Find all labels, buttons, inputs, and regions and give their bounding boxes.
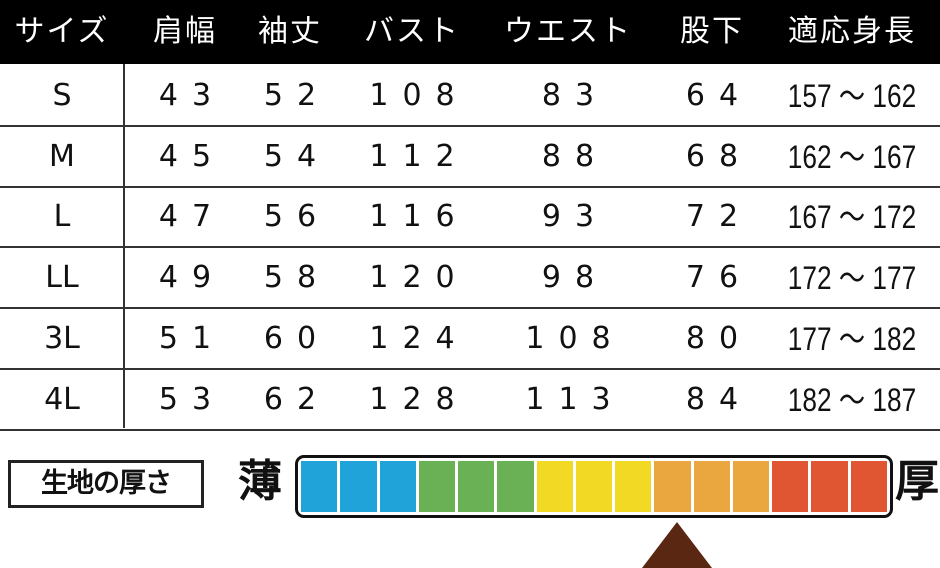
table-cell: 49: [158, 260, 226, 296]
table-cell: 162 ～ 167: [787, 138, 917, 175]
table-cell: 4L: [44, 381, 80, 417]
table-cell: 62: [263, 381, 331, 417]
thick-label: 厚: [895, 456, 939, 507]
thickness-segment: [575, 461, 613, 512]
header-cell: 袖丈: [258, 14, 322, 49]
header-cell: ウエスト: [504, 14, 632, 49]
table-cell: 93: [541, 199, 609, 235]
table-cell: 112: [369, 138, 469, 174]
table-cell: 58: [263, 260, 331, 296]
table-cell: S: [52, 78, 72, 113]
table-cell: 54: [263, 138, 331, 174]
column-divider: [123, 64, 125, 428]
header-cell: 適応身長: [788, 14, 916, 49]
table-cell: 51: [158, 320, 226, 356]
thickness-segment: [458, 461, 495, 512]
thickness-segment: [732, 461, 770, 512]
table-cell: 53: [158, 381, 226, 417]
table-cell: 80: [685, 320, 753, 356]
thickness-segment: [772, 461, 809, 512]
table-cell: 116: [369, 199, 469, 235]
table-cell: 108: [369, 78, 469, 113]
table-cell: 172 ～ 177: [787, 260, 917, 297]
table-row: M 45 54 112 88 68 162 ～ 167: [0, 125, 940, 188]
table-cell: 98: [541, 260, 609, 296]
table-cell: M: [49, 138, 75, 174]
thickness-segment: [615, 461, 652, 512]
thickness-segment: [418, 461, 456, 512]
thickness-scale: [295, 455, 893, 518]
header-cell: バスト: [364, 14, 460, 49]
table-row: 3L 51 60 124 108 80 177 ～ 182: [0, 307, 940, 370]
table-row: L 47 56 116 93 72 167 ～ 172: [0, 185, 940, 249]
fabric-thickness-label: 生地の厚さ: [8, 460, 204, 508]
table-cell: 88: [541, 138, 609, 174]
table-cell: 64: [685, 78, 753, 113]
table-cell: 83: [541, 78, 609, 113]
thickness-segment: [693, 461, 730, 512]
table-row: S 43 52 108 83 64 157 ～ 162: [0, 64, 940, 127]
table-cell: 52: [263, 78, 331, 113]
thin-label: 薄: [238, 456, 282, 507]
table-row: LL 49 58 120 98 76 172 ～ 177: [0, 246, 940, 310]
table-cell: 157 ～ 162: [787, 78, 917, 114]
table-cell: 108: [525, 320, 625, 356]
header-cell: 肩幅: [153, 14, 217, 49]
header-cell: 股下: [680, 14, 744, 49]
table-cell: 72: [685, 199, 753, 235]
table-cell: 43: [158, 78, 226, 113]
table-cell: 113: [525, 381, 625, 417]
table-cell: 177 ～ 182: [787, 320, 917, 357]
table-cell: 56: [263, 199, 331, 235]
table-cell: 68: [685, 138, 753, 174]
thickness-segment: [654, 461, 691, 512]
table-cell: 76: [685, 260, 753, 296]
table-cell: L: [53, 199, 71, 235]
thickness-segment: [497, 461, 534, 512]
table-cell: 84: [685, 381, 753, 417]
thickness-indicator-arrow: [642, 522, 712, 568]
table-cell: 120: [369, 260, 469, 296]
thickness-segment: [301, 461, 338, 512]
table-cell: 3L: [44, 320, 80, 356]
thickness-segment: [811, 461, 848, 512]
table-cell: 60: [263, 320, 331, 356]
table-cell: LL: [45, 260, 79, 296]
header-cell: サイズ: [14, 14, 110, 49]
table-cell: 167 ～ 172: [787, 199, 917, 236]
table-cell: 128: [369, 381, 469, 417]
table-cell: 45: [158, 138, 226, 174]
table-row: 4L 53 62 128 113 84 182 ～ 187: [0, 368, 940, 431]
table-cell: 182 ～ 187: [787, 381, 917, 418]
table-header: サイズ 肩幅 袖丈 バスト ウエスト 股下 適応身長: [0, 0, 940, 64]
thickness-segment: [379, 461, 416, 512]
table-cell: 47: [158, 199, 226, 235]
table-cell: 124: [369, 320, 469, 356]
thickness-segment: [536, 461, 573, 512]
thickness-segment: [850, 461, 887, 512]
thickness-segment: [340, 461, 377, 512]
